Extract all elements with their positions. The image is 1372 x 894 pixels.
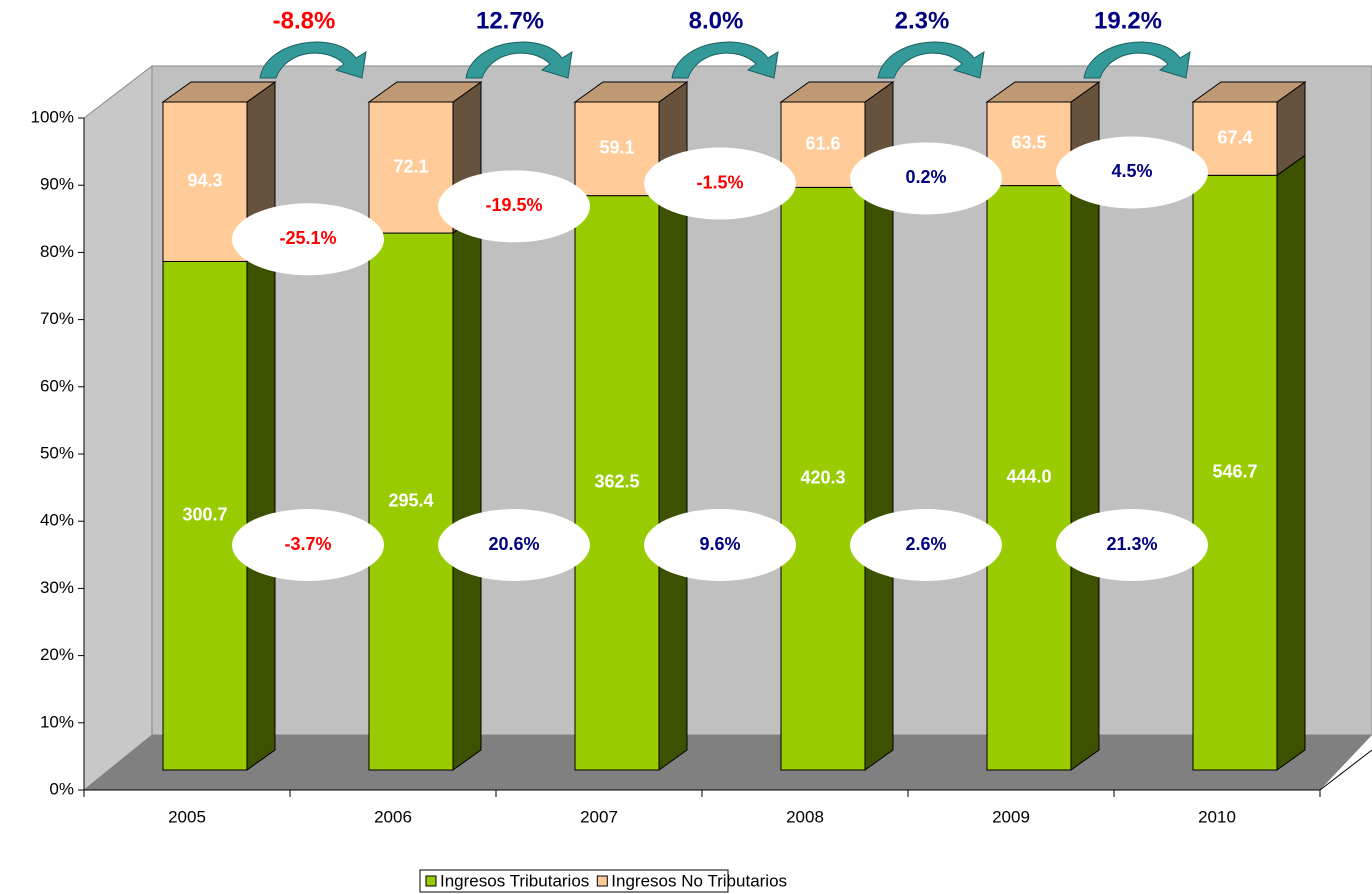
growth-label: -3.7% bbox=[284, 534, 331, 554]
y-tick-label: 80% bbox=[40, 242, 74, 261]
data-label: 63.5 bbox=[1011, 133, 1046, 153]
growth-bubble bbox=[438, 509, 590, 581]
growth-bubble bbox=[438, 170, 590, 243]
y-tick-label: 100% bbox=[31, 107, 74, 126]
growth-label: 4.5% bbox=[1111, 161, 1152, 181]
bar-side bbox=[658, 174, 688, 771]
growth-label: 9.6% bbox=[699, 534, 740, 554]
data-label: 362.5 bbox=[594, 472, 639, 492]
total-growth-label: 19.2% bbox=[1094, 7, 1162, 34]
bar bbox=[1192, 101, 1278, 176]
growth-label: 2.6% bbox=[905, 534, 946, 554]
growth-label: 21.3% bbox=[1106, 534, 1157, 554]
total-growth-label: 2.3% bbox=[895, 7, 950, 34]
growth-arrow bbox=[1083, 41, 1191, 79]
y-tick-label: 40% bbox=[40, 511, 74, 530]
total-growth-label: 12.7% bbox=[476, 7, 544, 34]
legend-swatch bbox=[425, 875, 437, 887]
growth-bubble bbox=[232, 203, 384, 276]
bar bbox=[780, 186, 866, 771]
bar bbox=[574, 195, 660, 771]
total-growth-label: -8.8% bbox=[273, 7, 336, 34]
x-tick-label: 2007 bbox=[580, 807, 618, 826]
growth-label: -25.1% bbox=[279, 228, 336, 248]
growth-label: -1.5% bbox=[696, 172, 743, 192]
growth-bubble bbox=[644, 147, 796, 220]
bar-top bbox=[573, 81, 689, 103]
growth-arrow bbox=[465, 41, 573, 79]
y-tick-label: 60% bbox=[40, 376, 74, 395]
bar-side bbox=[246, 240, 276, 771]
legend-label: Ingresos No Tributarios bbox=[611, 871, 787, 890]
data-label: 295.4 bbox=[388, 490, 433, 510]
growth-label: 20.6% bbox=[488, 534, 539, 554]
x-tick-label: 2010 bbox=[1198, 807, 1236, 826]
y-tick-label: 70% bbox=[40, 309, 74, 328]
x-tick-label: 2005 bbox=[168, 807, 206, 826]
bar-side bbox=[1070, 164, 1100, 771]
data-label: 420.3 bbox=[800, 467, 845, 487]
data-label: 67.4 bbox=[1217, 127, 1252, 147]
x-tick-label: 2009 bbox=[992, 807, 1030, 826]
bar-top bbox=[367, 81, 483, 103]
growth-arrow bbox=[259, 41, 367, 79]
legend-swatch bbox=[596, 875, 608, 887]
data-label: 444.0 bbox=[1006, 467, 1051, 487]
growth-label: 0.2% bbox=[905, 167, 946, 187]
y-tick-label: 0% bbox=[49, 779, 74, 798]
growth-arrow bbox=[671, 41, 779, 79]
bar bbox=[368, 232, 454, 771]
data-label: 59.1 bbox=[599, 138, 634, 158]
x-tick-label: 2006 bbox=[374, 807, 412, 826]
data-label: 94.3 bbox=[187, 170, 222, 190]
bar-top bbox=[1191, 81, 1307, 103]
growth-bubble bbox=[850, 509, 1002, 581]
growth-bubble bbox=[1056, 136, 1208, 209]
growth-bubble bbox=[232, 509, 384, 581]
growth-bubble bbox=[850, 142, 1002, 215]
legend-label: Ingresos Tributarios bbox=[440, 871, 589, 890]
y-tick-label: 20% bbox=[40, 645, 74, 664]
data-label: 72.1 bbox=[393, 156, 428, 176]
growth-label: -19.5% bbox=[485, 195, 542, 215]
bar-side bbox=[452, 212, 482, 771]
data-label: 546.7 bbox=[1212, 461, 1257, 481]
y-tick-label: 90% bbox=[40, 175, 74, 194]
floor bbox=[84, 735, 1372, 790]
bar bbox=[986, 185, 1072, 771]
bar-top bbox=[985, 81, 1101, 103]
y-tick-label: 30% bbox=[40, 578, 74, 597]
legend-box bbox=[419, 869, 729, 893]
data-label: 300.7 bbox=[182, 504, 227, 524]
total-growth-label: 8.0% bbox=[689, 7, 744, 34]
left-wall bbox=[83, 64, 153, 792]
bar-top bbox=[779, 81, 895, 103]
bar bbox=[1192, 174, 1278, 771]
bar-side bbox=[1276, 154, 1306, 771]
y-tick-label: 50% bbox=[40, 443, 74, 462]
y-tick-label: 10% bbox=[40, 712, 74, 731]
growth-arrow bbox=[877, 41, 985, 79]
bar-top bbox=[161, 81, 277, 103]
data-label: 61.6 bbox=[805, 133, 840, 153]
x-tick-label: 2008 bbox=[786, 807, 824, 826]
growth-bubble bbox=[1056, 509, 1208, 581]
growth-bubble bbox=[644, 509, 796, 581]
floor-edge bbox=[1319, 749, 1372, 791]
bar-side bbox=[864, 166, 894, 771]
bar bbox=[162, 260, 248, 771]
